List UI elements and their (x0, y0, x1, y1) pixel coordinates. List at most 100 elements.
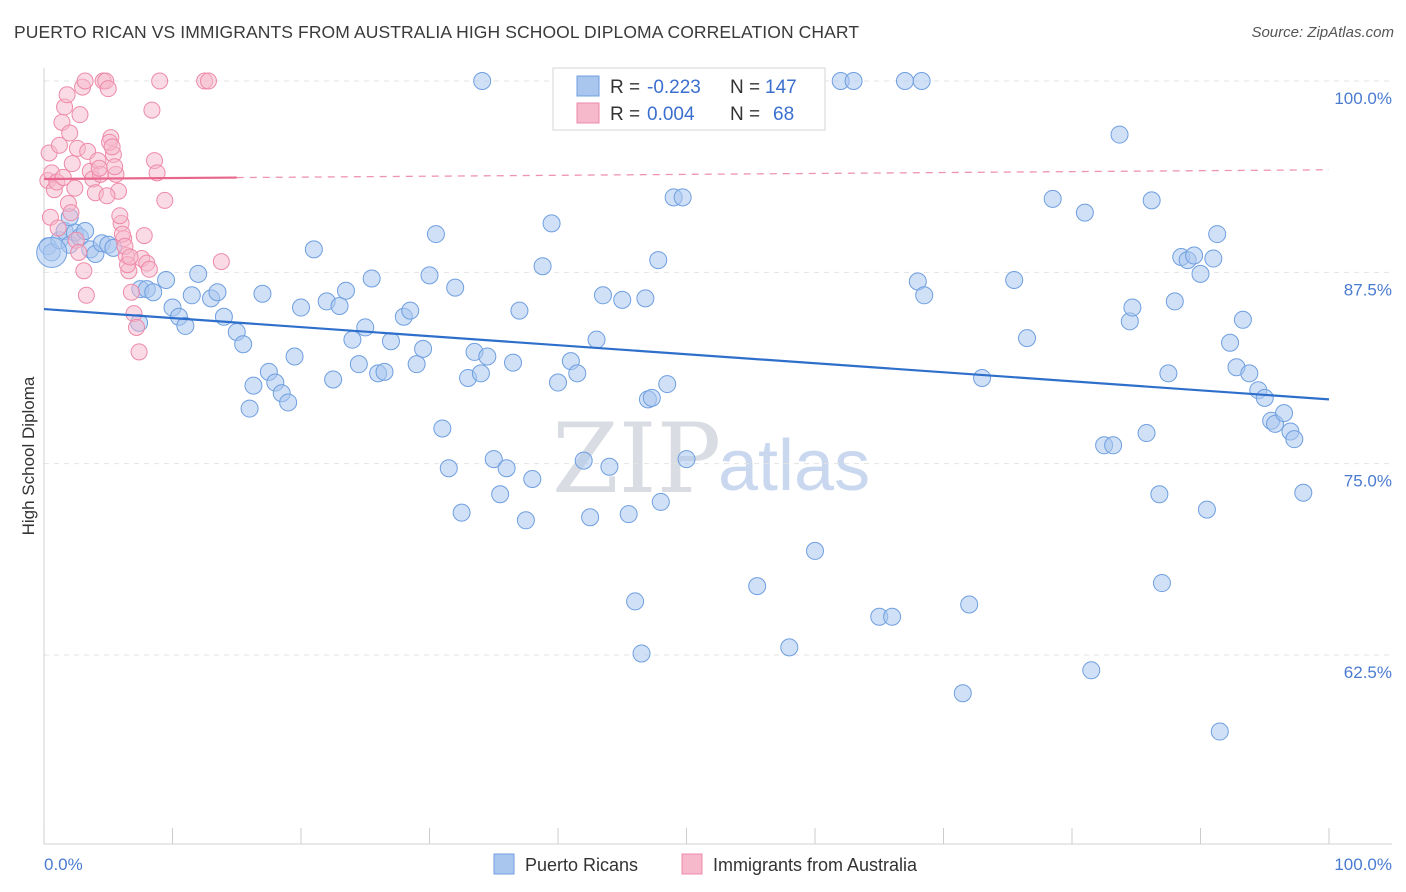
point-puerto-ricans-70 (523, 469, 542, 488)
legend-n-value-1: 147 (765, 77, 797, 98)
point-puerto-ricans-93 (677, 450, 696, 469)
point-immigrants-australia-8 (58, 86, 76, 104)
point-puerto-ricans-58 (446, 278, 465, 297)
x-axis-ticks (43, 828, 1330, 844)
point-puerto-ricans-42 (336, 281, 355, 300)
point-puerto-ricans-69 (516, 511, 535, 530)
y-tick-labels: 62.5% 75.0% 87.5% 100.0% (1334, 89, 1392, 682)
point-immigrants-australia-55 (70, 243, 88, 261)
gridlines (44, 80, 1392, 656)
point-puerto-ricans-132 (1204, 249, 1223, 268)
point-puerto-ricans-36 (285, 347, 304, 366)
x-tick-label-100: 100.0% (1334, 855, 1392, 874)
point-puerto-ricans-146 (1294, 483, 1313, 502)
legend-swatch-blue (576, 75, 600, 97)
point-immigrants-australia-24 (99, 80, 117, 98)
point-puerto-ricans-111 (1005, 270, 1024, 289)
point-immigrants-australia-56 (75, 262, 93, 280)
point-puerto-ricans-123 (1150, 485, 1169, 504)
point-immigrants-australia-35 (128, 318, 146, 336)
point-puerto-ricans-92 (673, 188, 692, 207)
point-immigrants-australia-59 (98, 187, 116, 205)
point-puerto-ricans-71 (533, 257, 552, 276)
y-tick-label-0: 62.5% (1344, 663, 1392, 682)
point-puerto-ricans-90 (658, 375, 677, 394)
point-puerto-ricans-cluster (36, 236, 68, 268)
point-immigrants-australia-50 (49, 219, 67, 237)
point-puerto-ricans-66 (497, 459, 516, 478)
point-immigrants-australia-33 (122, 283, 140, 301)
point-puerto-ricans-53 (414, 339, 433, 358)
point-immigrants-australia-48 (212, 253, 230, 271)
point-puerto-ricans-49 (381, 332, 400, 351)
series-puerto-ricans (36, 72, 1313, 741)
point-puerto-ricans-38 (304, 240, 323, 259)
point-puerto-ricans-117 (1104, 436, 1123, 455)
bottom-legend-swatch-pink (681, 853, 703, 875)
series-immigrants-from-australia (39, 72, 230, 361)
point-puerto-ricans-62 (471, 364, 490, 383)
point-puerto-ricans-100 (912, 72, 931, 90)
x-tick-label-0: 0.0% (44, 855, 83, 874)
bottom-legend-label-immigrants: Immigrants from Australia (713, 855, 918, 875)
point-puerto-ricans-98 (844, 72, 863, 90)
point-puerto-ricans-16 (144, 283, 163, 302)
point-immigrants-australia-43 (148, 164, 166, 182)
point-puerto-ricans-135 (1221, 333, 1240, 352)
point-immigrants-australia-5 (50, 136, 68, 154)
point-puerto-ricans-73 (549, 373, 567, 392)
point-puerto-ricans-109 (960, 595, 979, 614)
point-puerto-ricans-81 (613, 290, 632, 309)
point-puerto-ricans-126 (1165, 292, 1184, 311)
point-puerto-ricans-103 (806, 541, 824, 560)
point-puerto-ricans-114 (1082, 661, 1101, 680)
point-puerto-ricans-137 (1233, 310, 1252, 329)
bottom-legend-label-puerto-ricans: Puerto Ricans (525, 855, 638, 875)
point-puerto-ricans-120 (1123, 298, 1142, 317)
point-puerto-ricans-82 (619, 505, 638, 524)
point-immigrants-australia-9 (61, 124, 79, 142)
point-immigrants-australia-34 (125, 305, 143, 323)
point-puerto-ricans-108 (953, 684, 972, 703)
point-immigrants-australia-41 (143, 101, 161, 119)
point-immigrants-australia-47 (199, 72, 217, 90)
point-puerto-ricans-43 (343, 330, 362, 349)
point-immigrants-australia-57 (77, 286, 95, 304)
point-immigrants-australia-62 (106, 158, 124, 176)
series-legend: Puerto Ricans Immigrants from Australia (493, 853, 918, 875)
point-immigrants-australia-15 (76, 72, 94, 90)
trend-line-puerto-ricans (43, 307, 1330, 401)
point-puerto-ricans-64 (484, 450, 503, 469)
point-puerto-ricans-124 (1152, 574, 1171, 593)
point-puerto-ricans-21 (182, 286, 201, 305)
trend-lines (43, 169, 1330, 401)
point-puerto-ricans-35 (279, 393, 298, 412)
point-puerto-ricans-113 (1043, 189, 1062, 208)
point-puerto-ricans-134 (1210, 722, 1229, 741)
point-puerto-ricans-118 (1110, 125, 1129, 144)
y-tick-label-3: 100.0% (1334, 89, 1392, 108)
point-puerto-ricans-110 (973, 368, 992, 387)
point-puerto-ricans-87 (642, 388, 661, 407)
point-immigrants-australia-10 (63, 155, 81, 173)
point-puerto-ricans-37 (292, 298, 310, 317)
point-immigrants-australia-58 (90, 159, 108, 177)
legend-swatch-pink (576, 102, 600, 124)
point-puerto-ricans-94 (473, 72, 492, 90)
point-puerto-ricans-89 (651, 492, 670, 511)
point-immigrants-australia-38 (135, 227, 153, 245)
bottom-legend-swatch-blue (493, 853, 515, 875)
point-immigrants-australia-36 (130, 343, 148, 361)
point-puerto-ricans-22 (189, 264, 208, 283)
point-puerto-ricans-30 (244, 376, 263, 395)
point-puerto-ricans-130 (1191, 264, 1210, 283)
point-puerto-ricans-138 (1240, 364, 1259, 383)
point-puerto-ricans-145 (1285, 430, 1304, 449)
point-puerto-ricans-143 (1275, 404, 1294, 423)
point-puerto-ricans-140 (1255, 388, 1274, 407)
point-immigrants-australia-53 (62, 204, 80, 222)
point-puerto-ricans-131 (1197, 500, 1216, 519)
point-puerto-ricans-72 (542, 214, 561, 233)
point-puerto-ricans-77 (581, 508, 600, 527)
point-immigrants-australia-67 (121, 248, 139, 266)
